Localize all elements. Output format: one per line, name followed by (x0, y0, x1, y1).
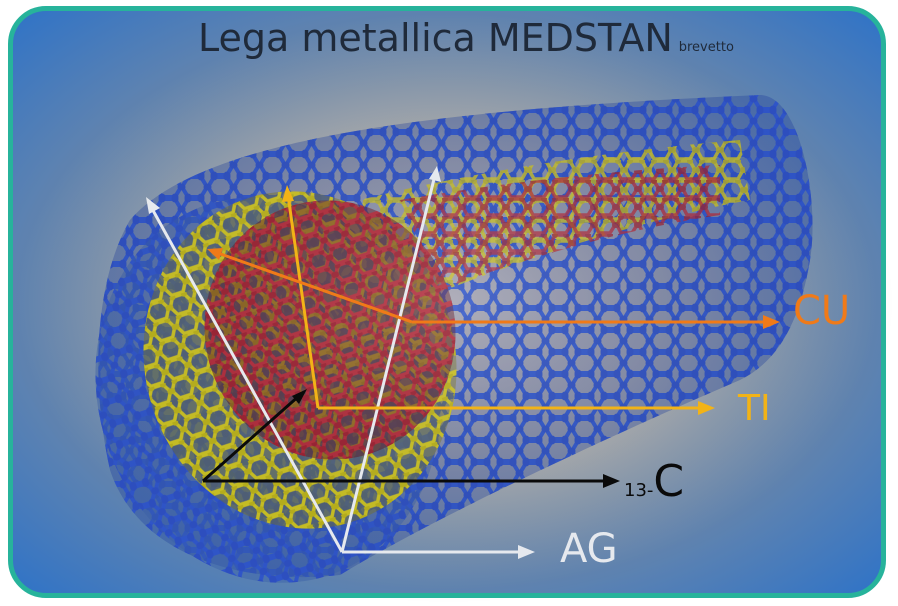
cu-arrows (207, 248, 780, 329)
ti-label: TI (738, 388, 771, 429)
ag-label: AG (560, 526, 618, 572)
c13-label: 13-C (624, 456, 684, 507)
c13-main: C (653, 456, 685, 507)
c13-arrows (202, 389, 620, 488)
title-main: Lega metallica MEDSTAN (198, 16, 673, 60)
ag-arrows (146, 166, 535, 559)
c13-prefix: 13- (624, 480, 654, 501)
title-suffix: brevetto (678, 40, 734, 55)
cu-label: CU (793, 288, 851, 334)
page-title: Lega metallica MEDSTAN brevetto (198, 16, 734, 60)
ti-arrows (282, 185, 715, 415)
